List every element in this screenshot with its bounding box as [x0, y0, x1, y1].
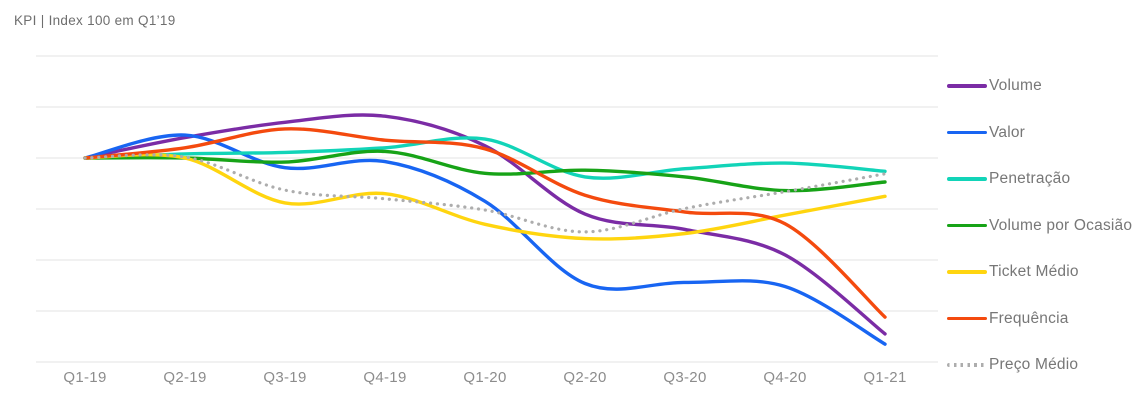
- legend-label: Ticket Médio: [989, 263, 1079, 280]
- legend-item-frequência[interactable]: Frequência: [947, 309, 1132, 329]
- legend-label: Penetração: [989, 170, 1071, 187]
- legend-label: Preço Médio: [989, 356, 1079, 373]
- series-line-frequência: [83, 127, 887, 319]
- legend-item-penetração[interactable]: Penetração: [947, 169, 1132, 189]
- legend-swatch-line: [947, 84, 987, 88]
- legend-label: Volume por Ocasião: [989, 216, 1132, 234]
- x-axis-label: Q1-21: [863, 369, 907, 386]
- chart-legend: Volume Valor Penetração Volume por Ocasião T…: [947, 76, 1132, 375]
- x-axis: Q1-19 Q2-19 Q3-19 Q4-19 Q1-20 Q2-20 Q3-20 Q4-20…: [0, 369, 940, 389]
- legend-item-volume-por-ocasião[interactable]: Volume por Ocasião: [947, 216, 1132, 236]
- legend-label: Frequência: [989, 309, 1069, 327]
- legend-swatch-line: [947, 316, 987, 321]
- legend-item-preço-médio[interactable]: Preço Médio: [947, 355, 1132, 375]
- legend-swatch-dotted-line: [947, 363, 987, 367]
- legend-swatch-line: [947, 177, 987, 181]
- legend-item-volume[interactable]: Volume: [947, 76, 1132, 96]
- legend-swatch-line: [947, 130, 987, 135]
- x-axis-label: Q3-20: [663, 369, 707, 386]
- series-line-volume: [83, 113, 887, 336]
- series-line-penetração: [83, 136, 887, 180]
- legend-label: Valor: [989, 123, 1026, 141]
- legend-item-ticket-médio[interactable]: Ticket Médio: [947, 262, 1132, 282]
- x-axis-label: Q1-19: [63, 369, 107, 386]
- series-line-preço-médio: [83, 153, 887, 234]
- x-axis-label: Q2-19: [163, 369, 207, 386]
- chart-title: KPI | Index 100 em Q1’19: [14, 13, 176, 28]
- x-axis-label: Q3-19: [263, 369, 307, 386]
- x-axis-label: Q2-20: [563, 369, 607, 386]
- legend-swatch-line: [947, 223, 987, 228]
- legend-swatch-line: [947, 270, 987, 274]
- x-axis-label: Q4-19: [363, 369, 407, 386]
- series-line-volume-por-ocasião: [83, 149, 887, 193]
- series-line-ticket-médio: [83, 152, 887, 241]
- legend-label: Volume: [989, 77, 1042, 94]
- x-axis-label: Q4-20: [763, 369, 807, 386]
- legend-item-valor[interactable]: Valor: [947, 123, 1132, 143]
- x-axis-label: Q1-20: [463, 369, 507, 386]
